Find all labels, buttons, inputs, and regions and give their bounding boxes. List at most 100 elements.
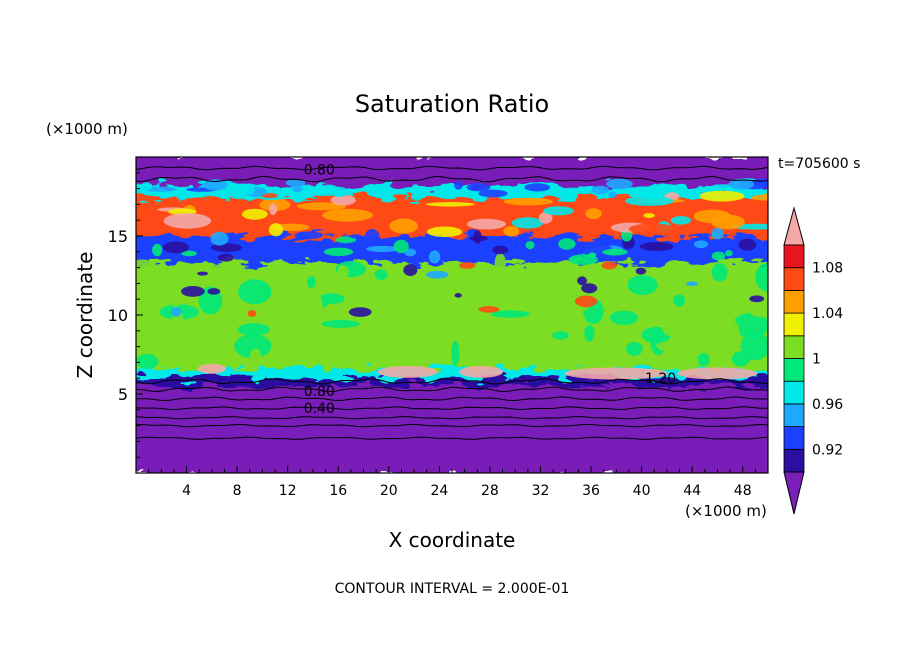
field-patch: [490, 310, 530, 318]
field-patch: [503, 197, 554, 206]
band-0.5: [136, 379, 768, 473]
field-patch: [543, 349, 554, 366]
field-patch: [492, 245, 509, 255]
field-patch: [458, 262, 476, 269]
x-tick-label: 44: [683, 483, 701, 499]
field-patch: [559, 187, 585, 194]
field-patch: [602, 248, 628, 256]
field-patch: [568, 254, 598, 266]
field-patch: [521, 293, 538, 316]
field-patch: [574, 295, 598, 308]
field-patch: [552, 331, 569, 340]
field-patch: [377, 203, 421, 217]
field-patch: [307, 276, 316, 289]
field-patch: [511, 217, 544, 229]
colorbar-tick-label: 1.04: [812, 306, 843, 322]
colorbar-swatch: [783, 426, 805, 450]
field-patch: [711, 227, 724, 240]
field-patch: [207, 288, 221, 295]
contour-label: 0.40: [304, 401, 335, 417]
y-unit-label: (×1000 m): [46, 120, 128, 138]
field-patch: [296, 202, 347, 211]
field-patch: [709, 302, 744, 312]
field-patch: [321, 208, 374, 222]
field-patch: [676, 266, 716, 292]
x-tick-label: 4: [182, 483, 191, 499]
field-patch: [241, 184, 255, 195]
field-patch: [171, 281, 180, 309]
field-patch: [625, 341, 643, 356]
field-patch: [543, 206, 574, 216]
field-patch: [711, 251, 726, 261]
field-patch: [451, 340, 460, 367]
x-tick-label: 24: [430, 483, 448, 499]
contour-interval-footer: CONTOUR INTERVAL = 2.000E-01: [335, 581, 570, 597]
field-patch: [585, 208, 602, 220]
field-patch: [268, 203, 278, 215]
field-patch: [365, 228, 380, 243]
field-patch: [459, 365, 504, 378]
field-patch: [318, 293, 345, 304]
field-patch: [591, 185, 610, 195]
colorbar-tick-label: 1: [812, 352, 821, 368]
field-patch: [466, 183, 491, 192]
field-patch: [699, 190, 745, 202]
contour-label: 1.20: [645, 371, 676, 387]
y-tick-label: 10: [108, 306, 128, 325]
field-patch: [690, 253, 707, 262]
field-patch: [693, 209, 732, 224]
field-patch: [237, 323, 271, 336]
x-tick-label: 48: [734, 483, 752, 499]
x-axis-label: X coordinate: [389, 528, 516, 552]
field-patch: [624, 196, 674, 206]
y-tick-label: 15: [108, 227, 128, 246]
colorbar: 0.92 0.96 1 1.04 1.08: [783, 206, 843, 515]
field-patch: [425, 202, 475, 207]
contour-line: [136, 423, 768, 428]
field-patch: [201, 264, 225, 275]
field-patch: [171, 310, 185, 341]
field-patch: [203, 250, 211, 260]
colorbar-swatch: [783, 380, 805, 405]
field-patch: [421, 198, 467, 204]
field-patch: [197, 271, 208, 276]
field-patch: [152, 243, 163, 257]
field-patch: [686, 281, 698, 287]
contour-line: [136, 165, 768, 171]
field-patch: [251, 299, 266, 322]
field-patch: [751, 194, 768, 201]
field-patch: [285, 179, 306, 187]
field-patch: [199, 195, 221, 207]
field-patch: [140, 182, 153, 191]
field-patch: [337, 264, 349, 279]
field-patch: [635, 267, 647, 275]
colorbar-tick-label: 1.08: [812, 261, 843, 277]
field-patch: [181, 250, 197, 257]
contour-label: 0.80: [304, 163, 335, 179]
field-patch: [478, 306, 500, 313]
contour-line: [136, 175, 768, 183]
field-patch: [731, 351, 750, 367]
field-patch: [454, 293, 462, 298]
field-patch: [643, 213, 655, 218]
field-patch: [584, 325, 595, 342]
x-tick-label: 16: [329, 483, 347, 499]
colorbar-top-extend: [783, 206, 805, 246]
field-patch: [747, 299, 768, 318]
field-patch: [525, 241, 535, 250]
field-patch: [162, 241, 190, 254]
contour-line: [136, 396, 768, 402]
field-patch: [711, 263, 728, 282]
x-tick-label: 20: [380, 483, 398, 499]
field-patch: [374, 269, 388, 281]
x-tick-label: 40: [633, 483, 651, 499]
field-patch: [755, 263, 768, 292]
heatmap-field: [136, 157, 768, 473]
field-patch: [606, 178, 633, 190]
contour-line: [136, 386, 768, 393]
field-patch: [348, 307, 372, 317]
x-tick-label: 36: [582, 483, 600, 499]
field-patch: [489, 322, 513, 339]
x-tick-label: 12: [279, 483, 297, 499]
